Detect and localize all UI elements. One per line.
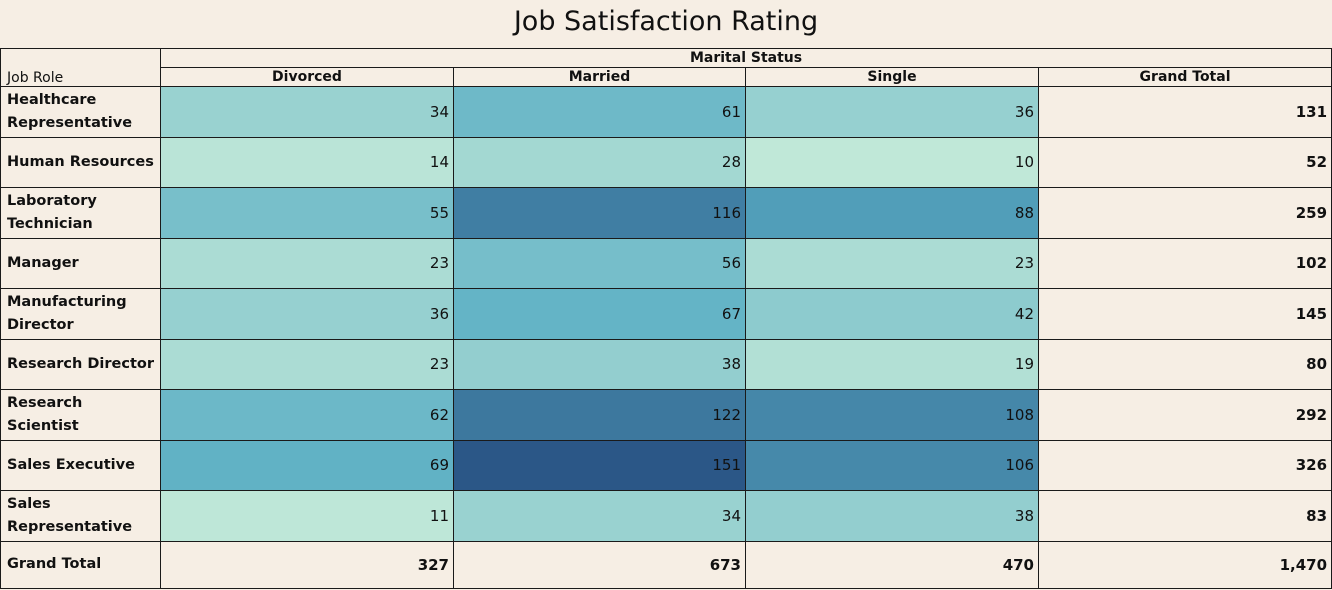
column-grand-total: 327 bbox=[160, 540, 454, 589]
table-row: Manufacturing Director 36 67 42 145 bbox=[0, 288, 1332, 340]
column-header-divorced: Divorced bbox=[160, 67, 454, 87]
column-header-single: Single bbox=[745, 67, 1039, 87]
heatmap-cell: 69 bbox=[160, 439, 454, 491]
row-grand-total: 102 bbox=[1037, 237, 1332, 289]
heatmap-cell: 61 bbox=[453, 86, 746, 138]
heatmap-cell: 67 bbox=[453, 288, 746, 340]
heatmap-cell: 28 bbox=[453, 136, 746, 188]
heatmap-cell: 55 bbox=[160, 187, 454, 239]
row-label: Sales Representative bbox=[0, 490, 161, 542]
row-grand-total: 145 bbox=[1037, 288, 1332, 340]
table-row: Manager 23 56 23 102 bbox=[0, 237, 1332, 289]
heatmap-cell: 108 bbox=[745, 389, 1039, 441]
heatmap-cell: 10 bbox=[745, 136, 1039, 188]
row-label: Research Director bbox=[0, 338, 161, 390]
heatmap-cell: 42 bbox=[745, 288, 1039, 340]
heatmap-cell: 36 bbox=[745, 86, 1039, 138]
table-row: Healthcare Representative 34 61 36 131 bbox=[0, 86, 1332, 138]
table-row: Sales Executive 69 151 106 326 bbox=[0, 439, 1332, 491]
heatmap-cell: 34 bbox=[160, 86, 454, 138]
heatmap-cell: 88 bbox=[745, 187, 1039, 239]
column-group-label: Marital Status bbox=[159, 48, 1332, 68]
table-row: Research Scientist 62 122 108 292 bbox=[0, 389, 1332, 441]
chart-title: Job Satisfaction Rating bbox=[513, 6, 819, 37]
row-label: Healthcare Representative bbox=[0, 86, 161, 138]
row-label: Laboratory Technician bbox=[0, 187, 161, 239]
heatmap-cell: 14 bbox=[160, 136, 454, 188]
heatmap-cell: 56 bbox=[453, 237, 746, 289]
overall-grand-total: 1,470 bbox=[1037, 540, 1332, 589]
heatmap-cell: 34 bbox=[453, 490, 746, 542]
column-header-married: Married bbox=[453, 67, 746, 87]
table-row: Sales Representative 11 34 38 83 bbox=[0, 490, 1332, 542]
grand-total-label: Grand Total bbox=[0, 540, 161, 589]
heatmap-cell: 23 bbox=[745, 237, 1039, 289]
row-label: Human Resources bbox=[0, 136, 161, 188]
row-grand-total: 292 bbox=[1037, 389, 1332, 441]
row-grand-total: 52 bbox=[1037, 136, 1332, 188]
grand-total-row: Grand Total 327 673 470 1,470 bbox=[0, 540, 1332, 589]
row-grand-total: 259 bbox=[1037, 187, 1332, 239]
table-row: Laboratory Technician 55 116 88 259 bbox=[0, 187, 1332, 239]
heatmap-cell: 106 bbox=[745, 439, 1039, 491]
heatmap-cell: 151 bbox=[453, 439, 746, 491]
row-grand-total: 83 bbox=[1037, 490, 1332, 542]
row-label: Research Scientist bbox=[0, 389, 161, 441]
heatmap-cell: 36 bbox=[160, 288, 454, 340]
table-row: Research Director 23 38 19 80 bbox=[0, 338, 1332, 390]
heatmap-cell: 116 bbox=[453, 187, 746, 239]
heatmap-table: Job Role Marital Status Divorced Married… bbox=[0, 48, 1332, 589]
row-label: Sales Executive bbox=[0, 439, 161, 491]
heatmap-cell: 19 bbox=[745, 338, 1039, 390]
row-grand-total: 131 bbox=[1037, 86, 1332, 138]
column-grand-total: 470 bbox=[745, 540, 1039, 589]
heatmap-cell: 38 bbox=[745, 490, 1039, 542]
table-row: Human Resources 14 28 10 52 bbox=[0, 136, 1332, 188]
row-header-label: Job Role bbox=[0, 48, 161, 87]
heatmap-cell: 62 bbox=[160, 389, 454, 441]
row-grand-total: 326 bbox=[1037, 439, 1332, 491]
row-grand-total: 80 bbox=[1037, 338, 1332, 390]
row-label: Manager bbox=[0, 237, 161, 289]
column-header-grand-total: Grand Total bbox=[1037, 67, 1332, 87]
heatmap-cell: 38 bbox=[453, 338, 746, 390]
column-grand-total: 673 bbox=[453, 540, 746, 589]
heatmap-cell: 23 bbox=[160, 338, 454, 390]
row-label: Manufacturing Director bbox=[0, 288, 161, 340]
heatmap-cell: 11 bbox=[160, 490, 454, 542]
heatmap-body: Healthcare Representative 34 61 36 131 Human … bbox=[0, 86, 1332, 589]
heatmap-cell: 23 bbox=[160, 237, 454, 289]
heatmap-cell: 122 bbox=[453, 389, 746, 441]
